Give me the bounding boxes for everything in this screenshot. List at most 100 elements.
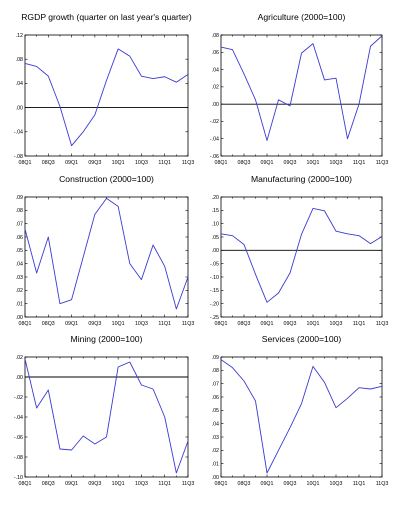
y-tick-label: .08 (212, 368, 219, 374)
y-tick-label: .02 (16, 355, 23, 361)
y-tick-label: .05 (212, 408, 219, 414)
x-tick-label: 09Q1 (261, 321, 274, 327)
y-tick-label: -.25 (210, 315, 219, 321)
x-tick-label: 08Q3 (238, 321, 251, 327)
x-tick-label: 11Q3 (182, 481, 195, 487)
x-tick-label: 11Q3 (376, 321, 389, 327)
chart-title: Agriculture (2000=100) (258, 12, 346, 22)
y-tick-label: .02 (212, 448, 219, 454)
y-tick-label: -.08 (14, 455, 23, 461)
x-tick-label: 09Q1 (261, 160, 274, 166)
x-tick-label: 08Q3 (42, 481, 55, 487)
y-tick-label: .05 (16, 248, 23, 254)
x-tick-label: 10Q1 (112, 160, 125, 166)
chart-panel: Mining (2000=100) -.10 -.08 -.06 -.04 -.02 .00… (14, 334, 194, 487)
y-tick-label: .04 (16, 81, 23, 87)
x-tick-label: 08Q3 (42, 160, 55, 166)
y-tick-label: .09 (16, 195, 23, 201)
x-tick-label: 10Q1 (112, 481, 125, 487)
y-tick-label: .02 (16, 288, 23, 294)
x-tick-label: 10Q3 (135, 160, 148, 166)
chart-panel: Agriculture (2000=100) -.06 -.04 -.02 .00 .02… (210, 12, 388, 166)
y-tick-label: -.06 (14, 435, 23, 441)
y-tick-label: -.20 (210, 301, 219, 307)
plot-frame (24, 196, 189, 318)
x-tick-label: 09Q3 (284, 321, 297, 327)
y-tick-label: .03 (212, 435, 219, 441)
x-tick-label: 11Q1 (158, 321, 171, 327)
x-tick-label: 11Q1 (158, 481, 171, 487)
x-tick-label: 08Q1 (19, 321, 32, 327)
y-tick-label: .04 (212, 421, 219, 427)
y-tick-label: .04 (212, 67, 219, 73)
x-tick-label: 09Q3 (284, 481, 297, 487)
x-tick-label: 09Q3 (88, 321, 101, 327)
y-tick-label: .08 (212, 33, 219, 39)
y-tick-label: .01 (16, 301, 23, 307)
y-tick-label: .20 (212, 195, 219, 201)
x-tick-label: 09Q1 (65, 321, 78, 327)
chart-panel: Construction (2000=100) .00 .01 .02 .03 .04 .0… (16, 174, 195, 327)
y-tick-label: .09 (212, 355, 219, 361)
chart-panel: RGDP growth (quarter on last year's quar… (14, 12, 194, 166)
x-tick-label: 09Q1 (65, 481, 78, 487)
y-tick-label: .02 (212, 85, 219, 91)
y-tick-label: .08 (16, 208, 23, 214)
plot-frame (220, 356, 383, 478)
chart-title: Manufacturing (2000=100) (251, 174, 352, 184)
x-tick-label: 11Q1 (353, 160, 366, 166)
y-tick-label: .00 (212, 248, 219, 254)
y-tick-label: .07 (16, 221, 23, 227)
y-tick-label: .06 (212, 395, 219, 401)
y-tick-label: .05 (212, 235, 219, 241)
x-tick-label: 11Q3 (376, 481, 389, 487)
y-tick-label: .10 (212, 221, 219, 227)
y-tick-label: -.06 (210, 154, 219, 160)
chart-title: Construction (2000=100) (59, 174, 154, 184)
y-tick-label: .00 (16, 105, 23, 111)
x-tick-label: 11Q1 (158, 160, 171, 166)
x-tick-label: 11Q3 (182, 321, 195, 327)
y-tick-label: -.02 (14, 395, 23, 401)
y-tick-label: .03 (16, 275, 23, 281)
series-line (24, 358, 189, 474)
y-tick-label: .06 (16, 235, 23, 241)
y-tick-label: -.10 (14, 475, 23, 481)
x-tick-label: 10Q1 (307, 321, 320, 327)
x-tick-label: 08Q1 (19, 160, 32, 166)
y-tick-label: -.04 (14, 130, 23, 136)
y-tick-label: .04 (16, 261, 23, 267)
y-tick-label: -.10 (210, 275, 219, 281)
chart-title: Mining (2000=100) (71, 334, 143, 344)
series-line (220, 208, 383, 303)
x-tick-label: 11Q1 (353, 481, 366, 487)
plot-frame (220, 196, 383, 318)
x-tick-label: 11Q1 (353, 321, 366, 327)
x-tick-label: 10Q3 (330, 321, 343, 327)
series-line (220, 359, 383, 474)
x-tick-label: 08Q3 (238, 160, 251, 166)
x-tick-label: 10Q3 (135, 321, 148, 327)
y-tick-label: -.04 (14, 415, 23, 421)
chart-panel: Manufacturing (2000=100) -.25 -.20 -.15 -.10… (210, 174, 388, 327)
series-line (24, 197, 189, 310)
chart-title: RGDP growth (quarter on last year's quar… (21, 12, 192, 22)
x-tick-label: 09Q3 (88, 160, 101, 166)
series-line (24, 48, 189, 147)
y-tick-label: -.08 (14, 154, 23, 160)
y-tick-label: -.05 (210, 261, 219, 267)
x-tick-label: 10Q1 (307, 481, 320, 487)
y-tick-label: .01 (212, 461, 219, 467)
x-tick-label: 11Q3 (376, 160, 389, 166)
x-tick-label: 10Q1 (112, 321, 125, 327)
y-tick-label: -.15 (210, 288, 219, 294)
chart-panel: Services (2000=100) .00 .01 .02 .03 .04 .05 .06… (212, 334, 389, 487)
x-tick-label: 10Q3 (330, 481, 343, 487)
x-tick-label: 09Q1 (261, 481, 274, 487)
x-tick-label: 09Q3 (88, 481, 101, 487)
y-tick-label: -.04 (210, 137, 219, 143)
y-tick-label: .00 (212, 475, 219, 481)
y-tick-label: .00 (212, 102, 219, 108)
